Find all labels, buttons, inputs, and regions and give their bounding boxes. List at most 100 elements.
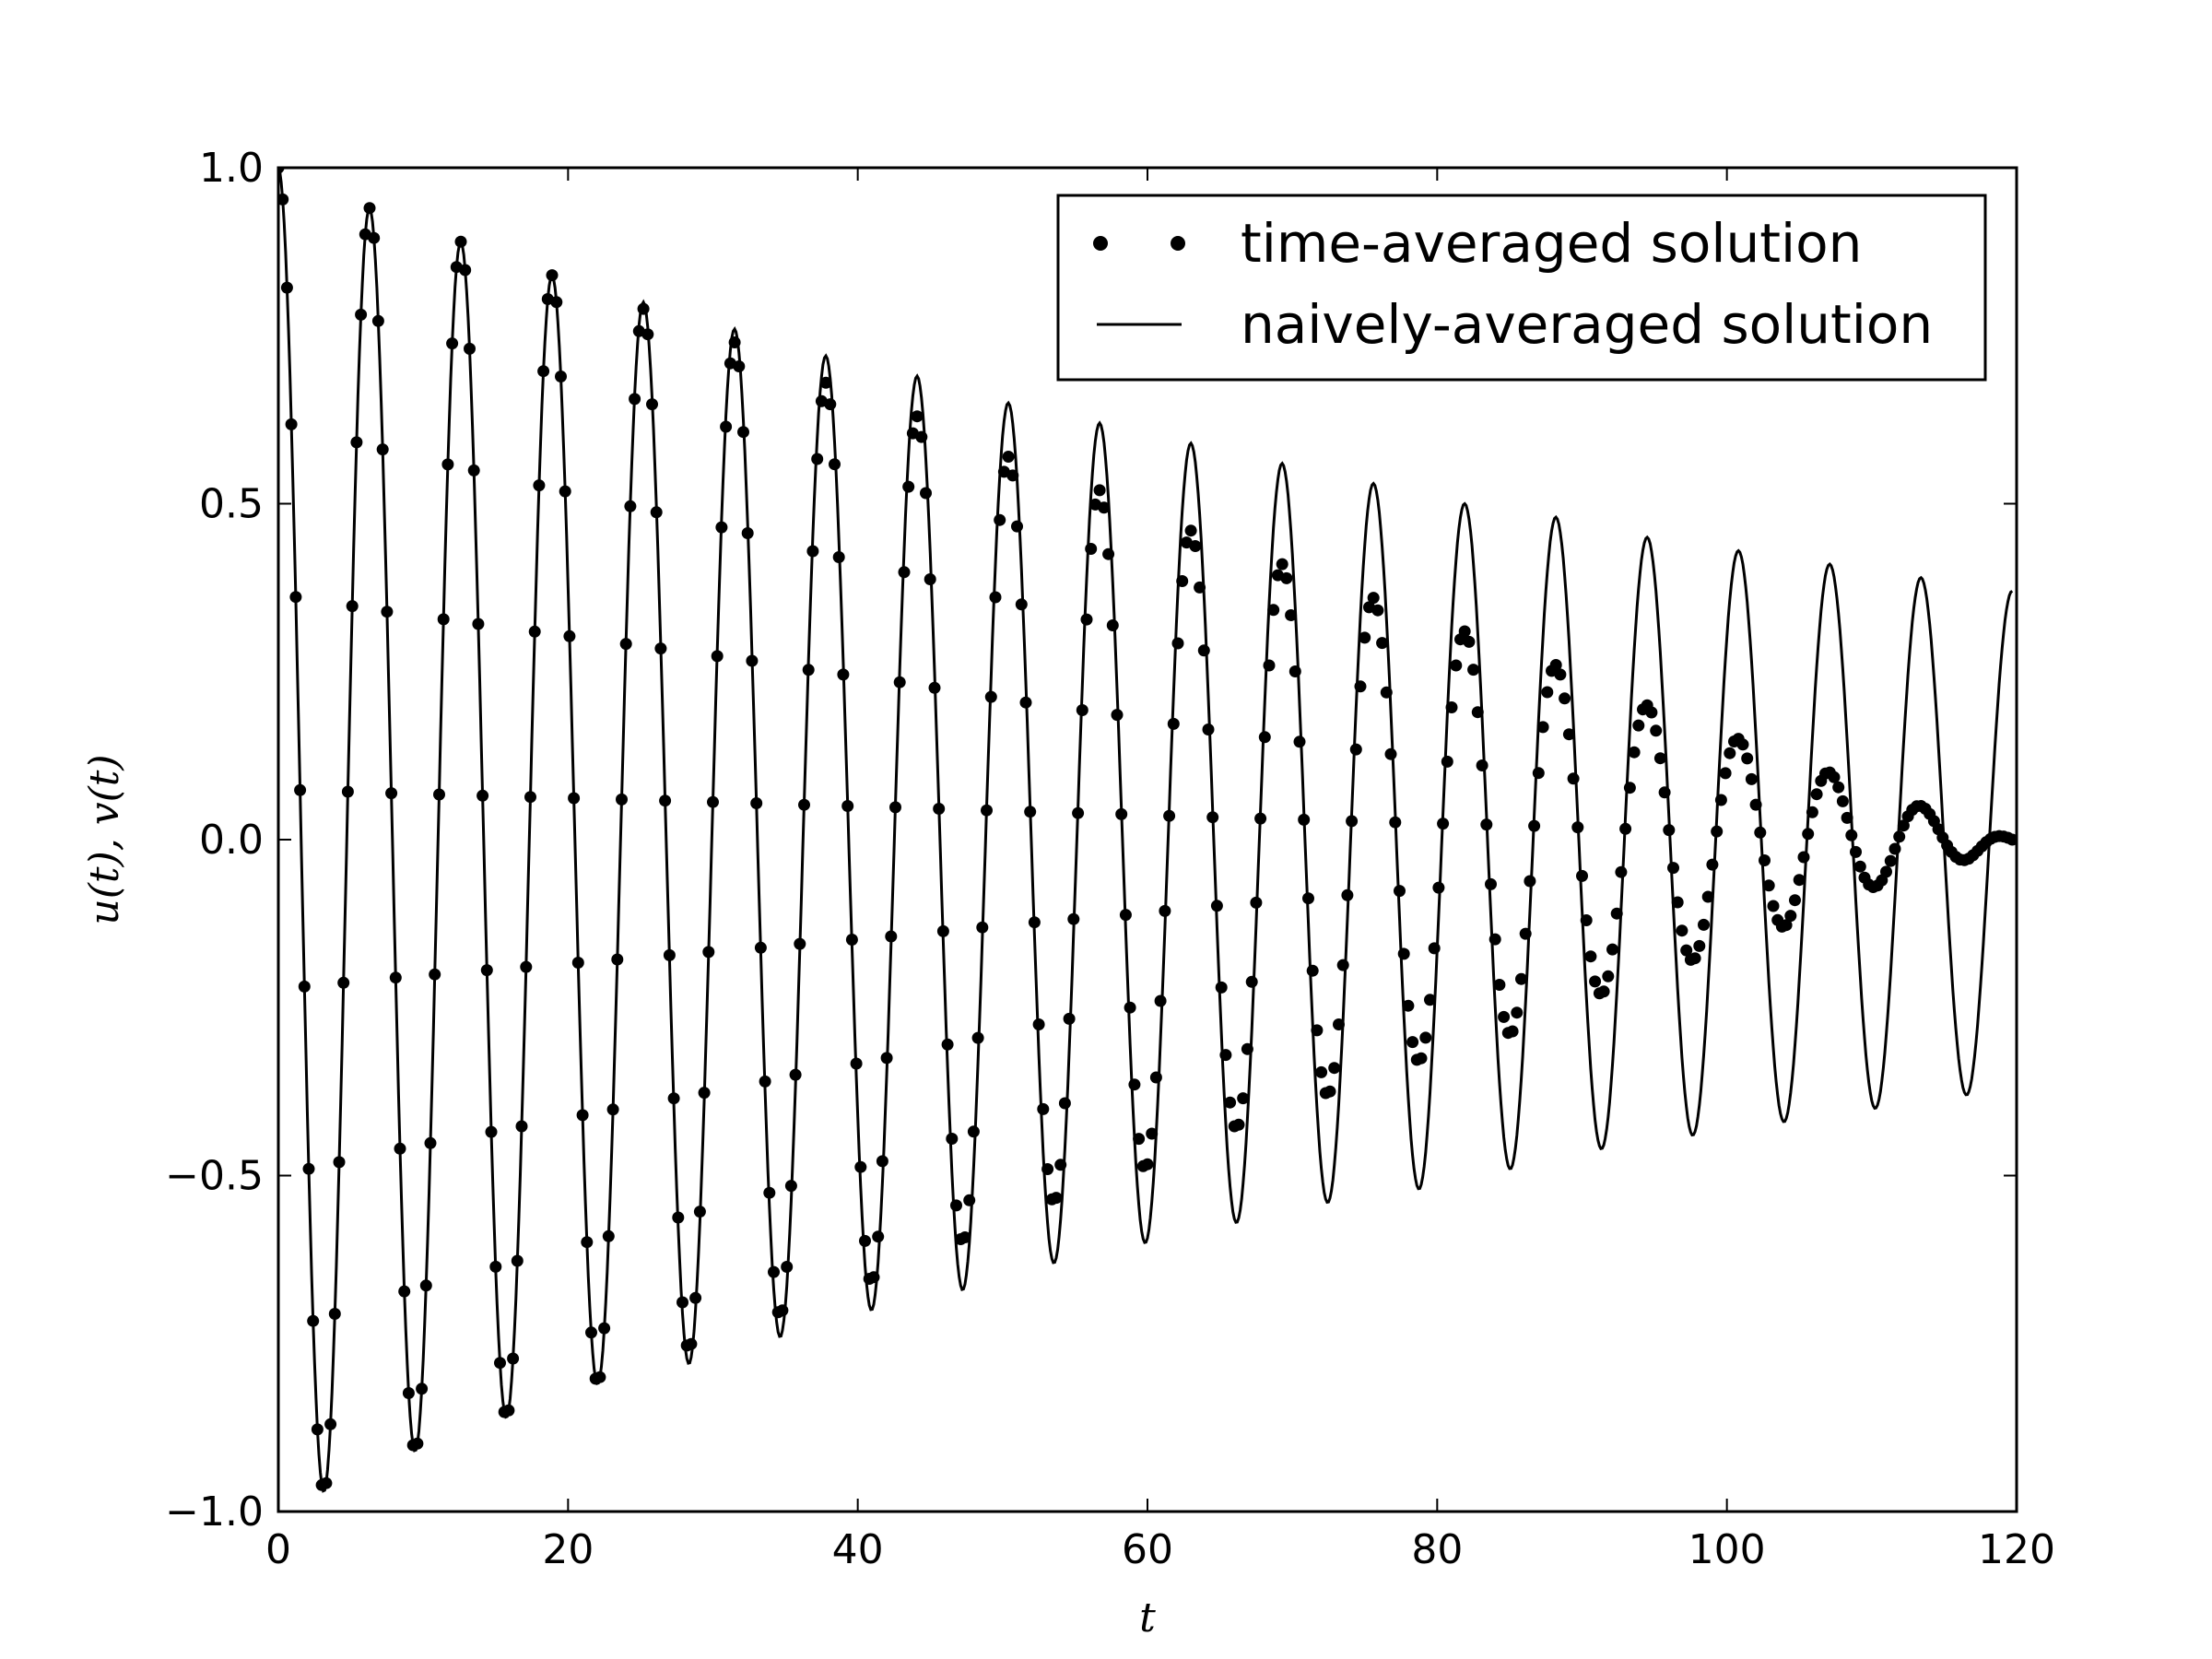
time-averaged-point bbox=[1853, 860, 1866, 873]
time-averaged-point bbox=[489, 1260, 502, 1273]
time-averaged-point bbox=[1567, 772, 1580, 785]
time-averaged-point bbox=[1780, 919, 1793, 932]
time-averaged-point bbox=[507, 1352, 520, 1365]
time-averaged-point bbox=[502, 1404, 515, 1417]
time-averaged-point bbox=[663, 948, 676, 961]
time-averaged-point bbox=[278, 168, 285, 174]
time-averaged-point bbox=[1419, 1031, 1432, 1044]
time-averaged-point bbox=[1797, 851, 1810, 864]
time-averaged-point bbox=[859, 1234, 871, 1247]
time-averaged-point bbox=[346, 600, 359, 613]
time-averaged-point bbox=[889, 801, 901, 814]
time-averaged-point bbox=[480, 964, 493, 977]
time-averaged-point bbox=[1219, 1049, 1232, 1062]
time-averaged-point bbox=[546, 269, 559, 282]
time-averaged-point bbox=[715, 521, 728, 534]
time-averaged-point bbox=[363, 202, 376, 215]
time-averaged-point bbox=[467, 464, 480, 477]
plot-area bbox=[278, 168, 2017, 1493]
time-averaged-point bbox=[1506, 1025, 1519, 1038]
time-averaged-point bbox=[619, 638, 632, 651]
time-averaged-point bbox=[1159, 904, 1171, 917]
time-averaged-point bbox=[1701, 890, 1714, 903]
time-averaged-point bbox=[1619, 822, 1632, 835]
time-averaged-point bbox=[1549, 659, 1562, 671]
time-averaged-point bbox=[841, 800, 854, 812]
time-averaged-point bbox=[1250, 896, 1263, 909]
time-averaged-point bbox=[1333, 1018, 1345, 1030]
time-averaged-point bbox=[411, 1437, 424, 1450]
time-averaged-point bbox=[1663, 824, 1676, 837]
time-averaged-point bbox=[1015, 598, 1028, 611]
time-averaged-point bbox=[768, 1265, 780, 1278]
time-averaged-point bbox=[402, 1387, 415, 1399]
legend-entry-naively-averaged: naively-averaged solution bbox=[1241, 293, 1933, 356]
time-averaged-point bbox=[967, 1125, 980, 1138]
time-averaged-point bbox=[720, 420, 733, 433]
time-averaged-point bbox=[1467, 664, 1480, 677]
time-averaged-point bbox=[1897, 819, 1910, 832]
time-averaged-point bbox=[933, 803, 946, 815]
time-averaged-point bbox=[485, 1125, 498, 1138]
time-averaged-point bbox=[280, 281, 293, 294]
time-averaged-point bbox=[1784, 910, 1797, 923]
time-averaged-point bbox=[1397, 947, 1410, 960]
time-averaged-point bbox=[1111, 709, 1124, 722]
time-averaged-point bbox=[1006, 469, 1019, 482]
time-averaged-point bbox=[1037, 1102, 1050, 1115]
time-averaged-point bbox=[1667, 862, 1679, 875]
time-averaged-point bbox=[728, 336, 741, 348]
time-averaged-point bbox=[1380, 686, 1393, 699]
time-averaged-point bbox=[802, 664, 815, 677]
time-averaged-point bbox=[781, 1261, 794, 1273]
x-axis-label: t bbox=[1139, 1594, 1156, 1641]
time-averaged-point bbox=[1328, 1062, 1341, 1075]
time-averaged-point bbox=[963, 1194, 976, 1206]
time-averaged-point bbox=[1167, 717, 1180, 730]
time-averaged-point bbox=[1810, 788, 1823, 801]
time-averaged-point bbox=[385, 787, 398, 800]
time-averaged-point bbox=[754, 941, 767, 954]
y-tick-label: 1.0 bbox=[199, 145, 264, 192]
time-averaged-point bbox=[520, 960, 533, 973]
time-averaged-point bbox=[537, 365, 550, 378]
time-averaged-point bbox=[624, 500, 637, 512]
time-averaged-point bbox=[416, 1382, 429, 1395]
time-averaged-point bbox=[1441, 755, 1453, 768]
time-averaged-point bbox=[1676, 924, 1688, 937]
time-averaged-point bbox=[1415, 1052, 1428, 1065]
time-averaged-point bbox=[711, 650, 724, 663]
time-averaged-point bbox=[1106, 619, 1119, 631]
time-averaged-point bbox=[1406, 1036, 1419, 1049]
time-averaged-point bbox=[959, 1231, 971, 1243]
time-averaged-point bbox=[1210, 900, 1223, 912]
time-averaged-point bbox=[1402, 999, 1415, 1012]
time-averaged-point bbox=[611, 953, 624, 966]
time-averaged-point bbox=[1650, 724, 1663, 737]
time-averaged-point bbox=[1163, 809, 1176, 822]
time-averaged-point bbox=[576, 1109, 589, 1122]
time-averaged-point bbox=[437, 613, 450, 626]
time-averaged-point bbox=[289, 591, 302, 604]
time-averaged-point bbox=[511, 1254, 524, 1267]
time-averaged-point bbox=[1880, 865, 1892, 878]
time-averaged-point bbox=[1349, 743, 1362, 756]
time-averaged-point bbox=[659, 794, 672, 807]
time-averaged-point bbox=[1571, 821, 1584, 834]
time-averaged-point bbox=[1658, 786, 1671, 799]
time-averaged-point bbox=[1072, 806, 1085, 819]
time-averaged-point bbox=[1019, 696, 1032, 709]
time-averaged-point bbox=[1745, 772, 1758, 785]
x-tick-label: 20 bbox=[542, 1526, 594, 1573]
time-averaged-point bbox=[1371, 604, 1384, 617]
time-averaged-point bbox=[1149, 1071, 1162, 1084]
time-averaged-point bbox=[1224, 1096, 1237, 1109]
time-averaged-point bbox=[1519, 927, 1532, 940]
time-averaged-point bbox=[1632, 719, 1645, 732]
time-averaged-point bbox=[1589, 975, 1602, 988]
time-averaged-point bbox=[1141, 1158, 1154, 1171]
time-averaged-point bbox=[1762, 879, 1775, 892]
time-averaged-point bbox=[1293, 735, 1306, 748]
time-averaged-point bbox=[594, 1371, 606, 1383]
